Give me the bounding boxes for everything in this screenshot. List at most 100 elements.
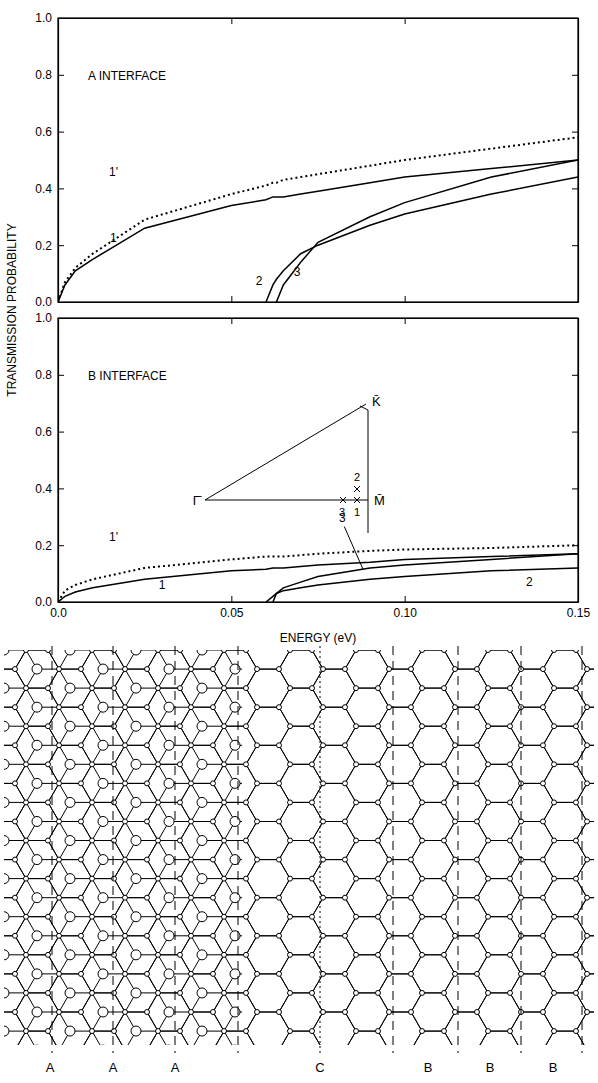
lattice-cell xyxy=(279,688,323,726)
inset-point-label: 2 xyxy=(354,471,360,483)
tick xyxy=(572,302,578,303)
lattice-atom xyxy=(90,724,95,729)
tick-mark xyxy=(405,18,406,24)
lattice-atom xyxy=(420,650,425,653)
inset-cross xyxy=(354,486,360,492)
lattice-cell xyxy=(444,974,488,1012)
lattice-atom xyxy=(288,990,293,995)
lattice-cell xyxy=(279,955,323,993)
lattice-atom-large xyxy=(131,721,141,731)
lattice-atom xyxy=(585,667,590,672)
lattice-atom xyxy=(145,743,150,748)
lattice-atom-large xyxy=(131,650,141,655)
layer-label: C xyxy=(315,1060,324,1075)
lattice-atom xyxy=(453,705,458,710)
lattice-cell xyxy=(312,745,356,783)
lattice-atom xyxy=(178,1029,183,1034)
tick: 1.0 xyxy=(35,11,64,25)
lattice-atom xyxy=(24,724,29,729)
lattice-atom xyxy=(255,667,260,672)
lattice-atom xyxy=(255,781,260,786)
lattice-atom xyxy=(475,743,480,748)
lattice-atom xyxy=(453,819,458,824)
lattice-atom xyxy=(46,762,51,767)
lattice-atom xyxy=(541,781,546,786)
lattice-atom xyxy=(541,895,546,900)
lattice-atom xyxy=(178,686,183,691)
lattice-atom xyxy=(189,819,194,824)
lattice-atom xyxy=(321,857,326,862)
lattice-atom xyxy=(321,743,326,748)
lattice-atom xyxy=(387,743,392,748)
lattice-cell xyxy=(114,822,158,860)
lattice-cell xyxy=(312,822,356,860)
lattice-atom-large xyxy=(98,969,108,979)
lattice-cell xyxy=(48,1012,92,1045)
inset-edge xyxy=(360,406,368,410)
lattice-cell xyxy=(81,764,125,802)
lattice-cell xyxy=(378,860,422,898)
lattice-atom xyxy=(222,762,227,767)
lattice-atom xyxy=(508,800,513,805)
curve-label: 1' xyxy=(109,165,118,179)
lattice-atom xyxy=(178,762,183,767)
lattice-atom xyxy=(508,838,513,843)
lattice-atom xyxy=(321,781,326,786)
lattice-atom xyxy=(354,876,359,881)
lattice-atom-large xyxy=(65,759,75,769)
lattice-cell xyxy=(444,783,488,821)
lattice-atom xyxy=(90,800,95,805)
lattice-atom xyxy=(189,895,194,900)
lattice-atom xyxy=(442,952,447,957)
x-axis-top xyxy=(59,318,579,324)
label-pointer xyxy=(344,526,363,569)
tick xyxy=(405,296,406,302)
lattice-atom xyxy=(541,743,546,748)
lattice-atom xyxy=(486,800,491,805)
lattice-atom-large xyxy=(131,797,141,807)
tick: 0.6 xyxy=(35,125,64,139)
lattice-cell xyxy=(477,650,521,688)
lattice-atom xyxy=(123,1009,128,1014)
lattice-atom xyxy=(310,838,315,843)
lattice-atom xyxy=(387,781,392,786)
lattice-atom xyxy=(277,933,282,938)
lattice-atom xyxy=(222,914,227,919)
lattice-cell xyxy=(246,745,290,783)
lattice-cell xyxy=(411,993,455,1031)
lattice-atom xyxy=(376,914,381,919)
lattice-atom xyxy=(211,743,216,748)
lattice-atom xyxy=(123,857,128,862)
lattice-atom xyxy=(552,838,557,843)
tick-mark xyxy=(58,602,64,603)
lattice-atom xyxy=(156,990,161,995)
lattice-atom xyxy=(13,743,18,748)
lattice-atom-large xyxy=(65,683,75,693)
lattice-atom xyxy=(486,952,491,957)
lattice-atom xyxy=(354,914,359,919)
lattice-cell xyxy=(477,841,521,879)
lattice-cell xyxy=(444,1012,488,1045)
lattice-atom xyxy=(574,800,579,805)
lattice-atom xyxy=(156,762,161,767)
lattice-atom xyxy=(90,1029,95,1034)
lattice-atom xyxy=(442,800,447,805)
lattice-atom-large xyxy=(65,950,75,960)
inset-edge xyxy=(368,410,369,533)
lattice-cell xyxy=(378,783,422,821)
lattice-cell xyxy=(510,860,554,898)
lattice-atom xyxy=(420,990,425,995)
lattice-atom xyxy=(24,952,29,957)
lattice-cell xyxy=(312,1012,356,1045)
lattice-atom xyxy=(145,705,150,710)
tick-label: 1.0 xyxy=(35,11,52,25)
lattice-cell xyxy=(345,726,389,764)
lattice-cell xyxy=(411,650,455,688)
lattice-atom xyxy=(519,895,524,900)
lattice-atom xyxy=(79,857,84,862)
lattice-cell xyxy=(345,917,389,955)
lattice-cell xyxy=(114,936,158,974)
lattice-cell xyxy=(246,860,290,898)
lattice-atom xyxy=(508,724,513,729)
lattice-cell xyxy=(411,802,455,840)
